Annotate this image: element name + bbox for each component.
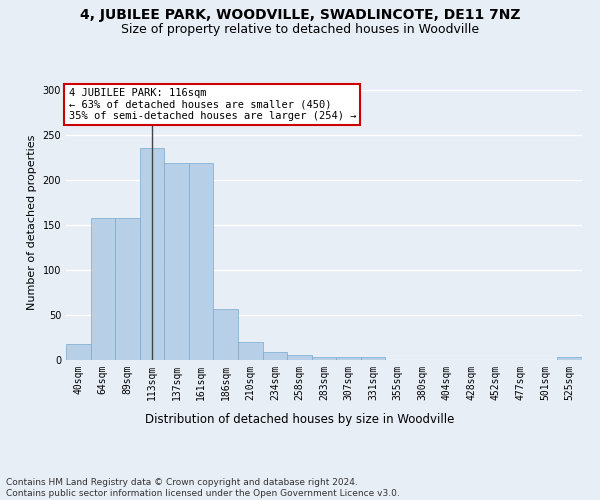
Text: Distribution of detached houses by size in Woodville: Distribution of detached houses by size …: [145, 412, 455, 426]
Text: 4 JUBILEE PARK: 116sqm
← 63% of detached houses are smaller (450)
35% of semi-de: 4 JUBILEE PARK: 116sqm ← 63% of detached…: [68, 88, 356, 121]
Y-axis label: Number of detached properties: Number of detached properties: [27, 135, 37, 310]
Bar: [140, 148, 164, 360]
Bar: [263, 352, 287, 360]
Text: 4, JUBILEE PARK, WOODVILLE, SWADLINCOTE, DE11 7NZ: 4, JUBILEE PARK, WOODVILLE, SWADLINCOTE,…: [80, 8, 520, 22]
Bar: [336, 358, 361, 360]
Bar: [189, 164, 214, 360]
Text: Size of property relative to detached houses in Woodville: Size of property relative to detached ho…: [121, 22, 479, 36]
Bar: [91, 218, 115, 360]
Bar: [361, 358, 385, 360]
Bar: [312, 358, 336, 360]
Bar: [115, 218, 140, 360]
Text: Contains HM Land Registry data © Crown copyright and database right 2024.
Contai: Contains HM Land Registry data © Crown c…: [6, 478, 400, 498]
Bar: [238, 342, 263, 360]
Bar: [66, 344, 91, 360]
Bar: [287, 354, 312, 360]
Bar: [164, 164, 189, 360]
Bar: [214, 308, 238, 360]
Bar: [557, 358, 582, 360]
